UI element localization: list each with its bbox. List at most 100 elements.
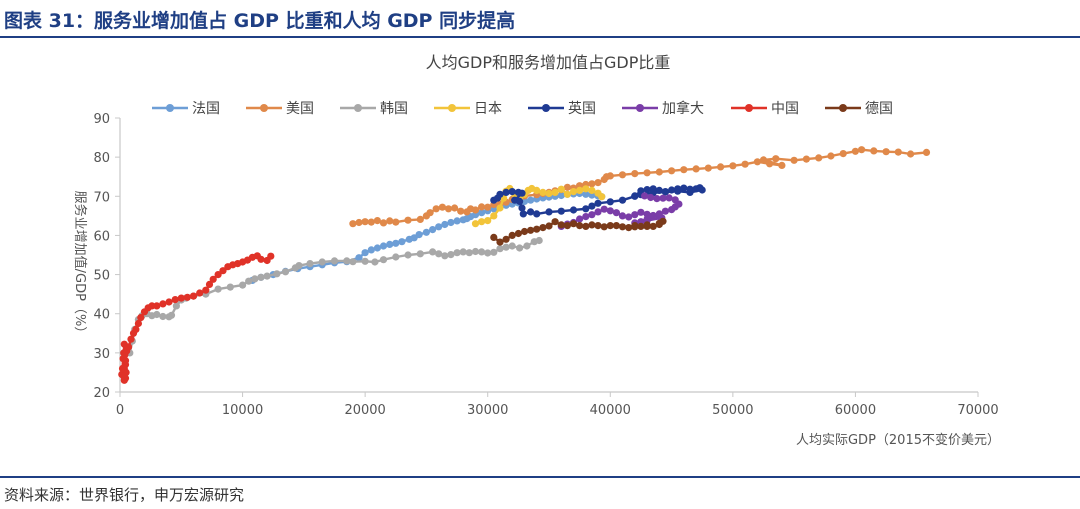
data-point [441, 220, 449, 229]
y-tick-label: 70 [93, 190, 110, 205]
data-point [557, 191, 565, 200]
y-tick-label: 50 [93, 269, 110, 284]
data-point [588, 180, 596, 188]
data-point [496, 238, 504, 246]
data-point [355, 254, 363, 262]
legend-swatch-marker [260, 104, 268, 112]
data-point [563, 183, 572, 191]
data-point [594, 199, 602, 207]
data-point [508, 231, 516, 239]
data-point [649, 211, 657, 220]
data-point [698, 186, 706, 194]
data-point [625, 224, 633, 232]
data-point [858, 146, 866, 154]
data-point [490, 212, 498, 220]
data-point [839, 150, 847, 158]
x-axis-label: 人均实际GDP（2015不变价美元） [796, 432, 1000, 448]
data-point [330, 257, 339, 265]
data-point [281, 268, 290, 276]
data-point [134, 319, 142, 328]
data-point [655, 210, 663, 218]
data-point [668, 186, 676, 194]
data-point [361, 257, 369, 265]
data-point [545, 189, 553, 198]
data-point [759, 156, 768, 164]
x-tick-label: 20000 [344, 403, 385, 418]
legend-label: 德国 [865, 101, 893, 117]
data-point [127, 335, 135, 343]
legend-swatch-marker [839, 104, 847, 112]
legend-label: 中国 [771, 101, 799, 117]
data-point [533, 210, 541, 218]
data-point [606, 198, 614, 206]
data-point [453, 217, 461, 225]
data-point [527, 196, 535, 204]
series-3 [471, 184, 606, 228]
data-point [471, 247, 480, 256]
data-point [516, 244, 524, 252]
data-point [438, 203, 446, 211]
data-point [361, 249, 369, 257]
data-point [125, 343, 133, 351]
data-point [753, 158, 762, 166]
data-point [273, 270, 281, 278]
data-point [367, 246, 375, 254]
data-point [404, 251, 412, 259]
data-point [453, 249, 461, 257]
data-point [631, 192, 639, 200]
data-point [894, 148, 902, 156]
data-point [778, 161, 786, 169]
data-point [471, 206, 480, 214]
legend-swatch-marker [745, 104, 753, 112]
data-point [618, 212, 627, 220]
y-axis-label: 服务业增加值/GDP（%） [72, 191, 88, 340]
series-line [251, 192, 602, 282]
data-point [576, 186, 584, 194]
legend-item: 美国 [246, 101, 314, 117]
legend-label: 韩国 [380, 101, 408, 117]
data-point [582, 190, 590, 198]
data-point [490, 248, 498, 256]
data-point [527, 208, 535, 216]
data-point [263, 272, 271, 280]
footer-divider [0, 476, 1080, 478]
legend-item: 韩国 [340, 101, 408, 117]
data-point [459, 248, 467, 256]
data-point [343, 257, 351, 265]
data-point [177, 294, 185, 302]
data-point [386, 217, 394, 225]
data-point [373, 244, 381, 252]
data-point [457, 207, 465, 215]
data-point [655, 186, 663, 194]
legend-label: 加拿大 [662, 100, 704, 117]
data-point [766, 160, 774, 168]
data-point [539, 224, 547, 232]
y-tick-label: 80 [93, 151, 110, 166]
data-point [165, 298, 173, 306]
data-point [518, 204, 526, 212]
legend-swatch-marker [448, 104, 456, 112]
data-point [451, 204, 459, 212]
data-point [655, 220, 663, 229]
data-point [557, 221, 565, 229]
data-point [441, 252, 449, 260]
data-point [447, 251, 455, 259]
legend-item: 德国 [825, 101, 893, 117]
x-tick-label: 70000 [957, 403, 998, 418]
legend-swatch-marker [166, 104, 174, 112]
data-point [318, 258, 326, 266]
data-point [219, 267, 227, 275]
data-point [523, 242, 531, 250]
data-point [257, 255, 265, 263]
data-point [361, 218, 369, 226]
data-point [502, 235, 510, 243]
data-point [594, 179, 602, 187]
data-point [306, 260, 314, 268]
data-point [373, 217, 381, 225]
data-point [606, 222, 614, 230]
series-1 [349, 146, 931, 228]
data-point [295, 262, 303, 270]
series-6 [118, 252, 275, 384]
series-0 [248, 189, 606, 284]
x-tick-label: 30000 [467, 403, 508, 418]
